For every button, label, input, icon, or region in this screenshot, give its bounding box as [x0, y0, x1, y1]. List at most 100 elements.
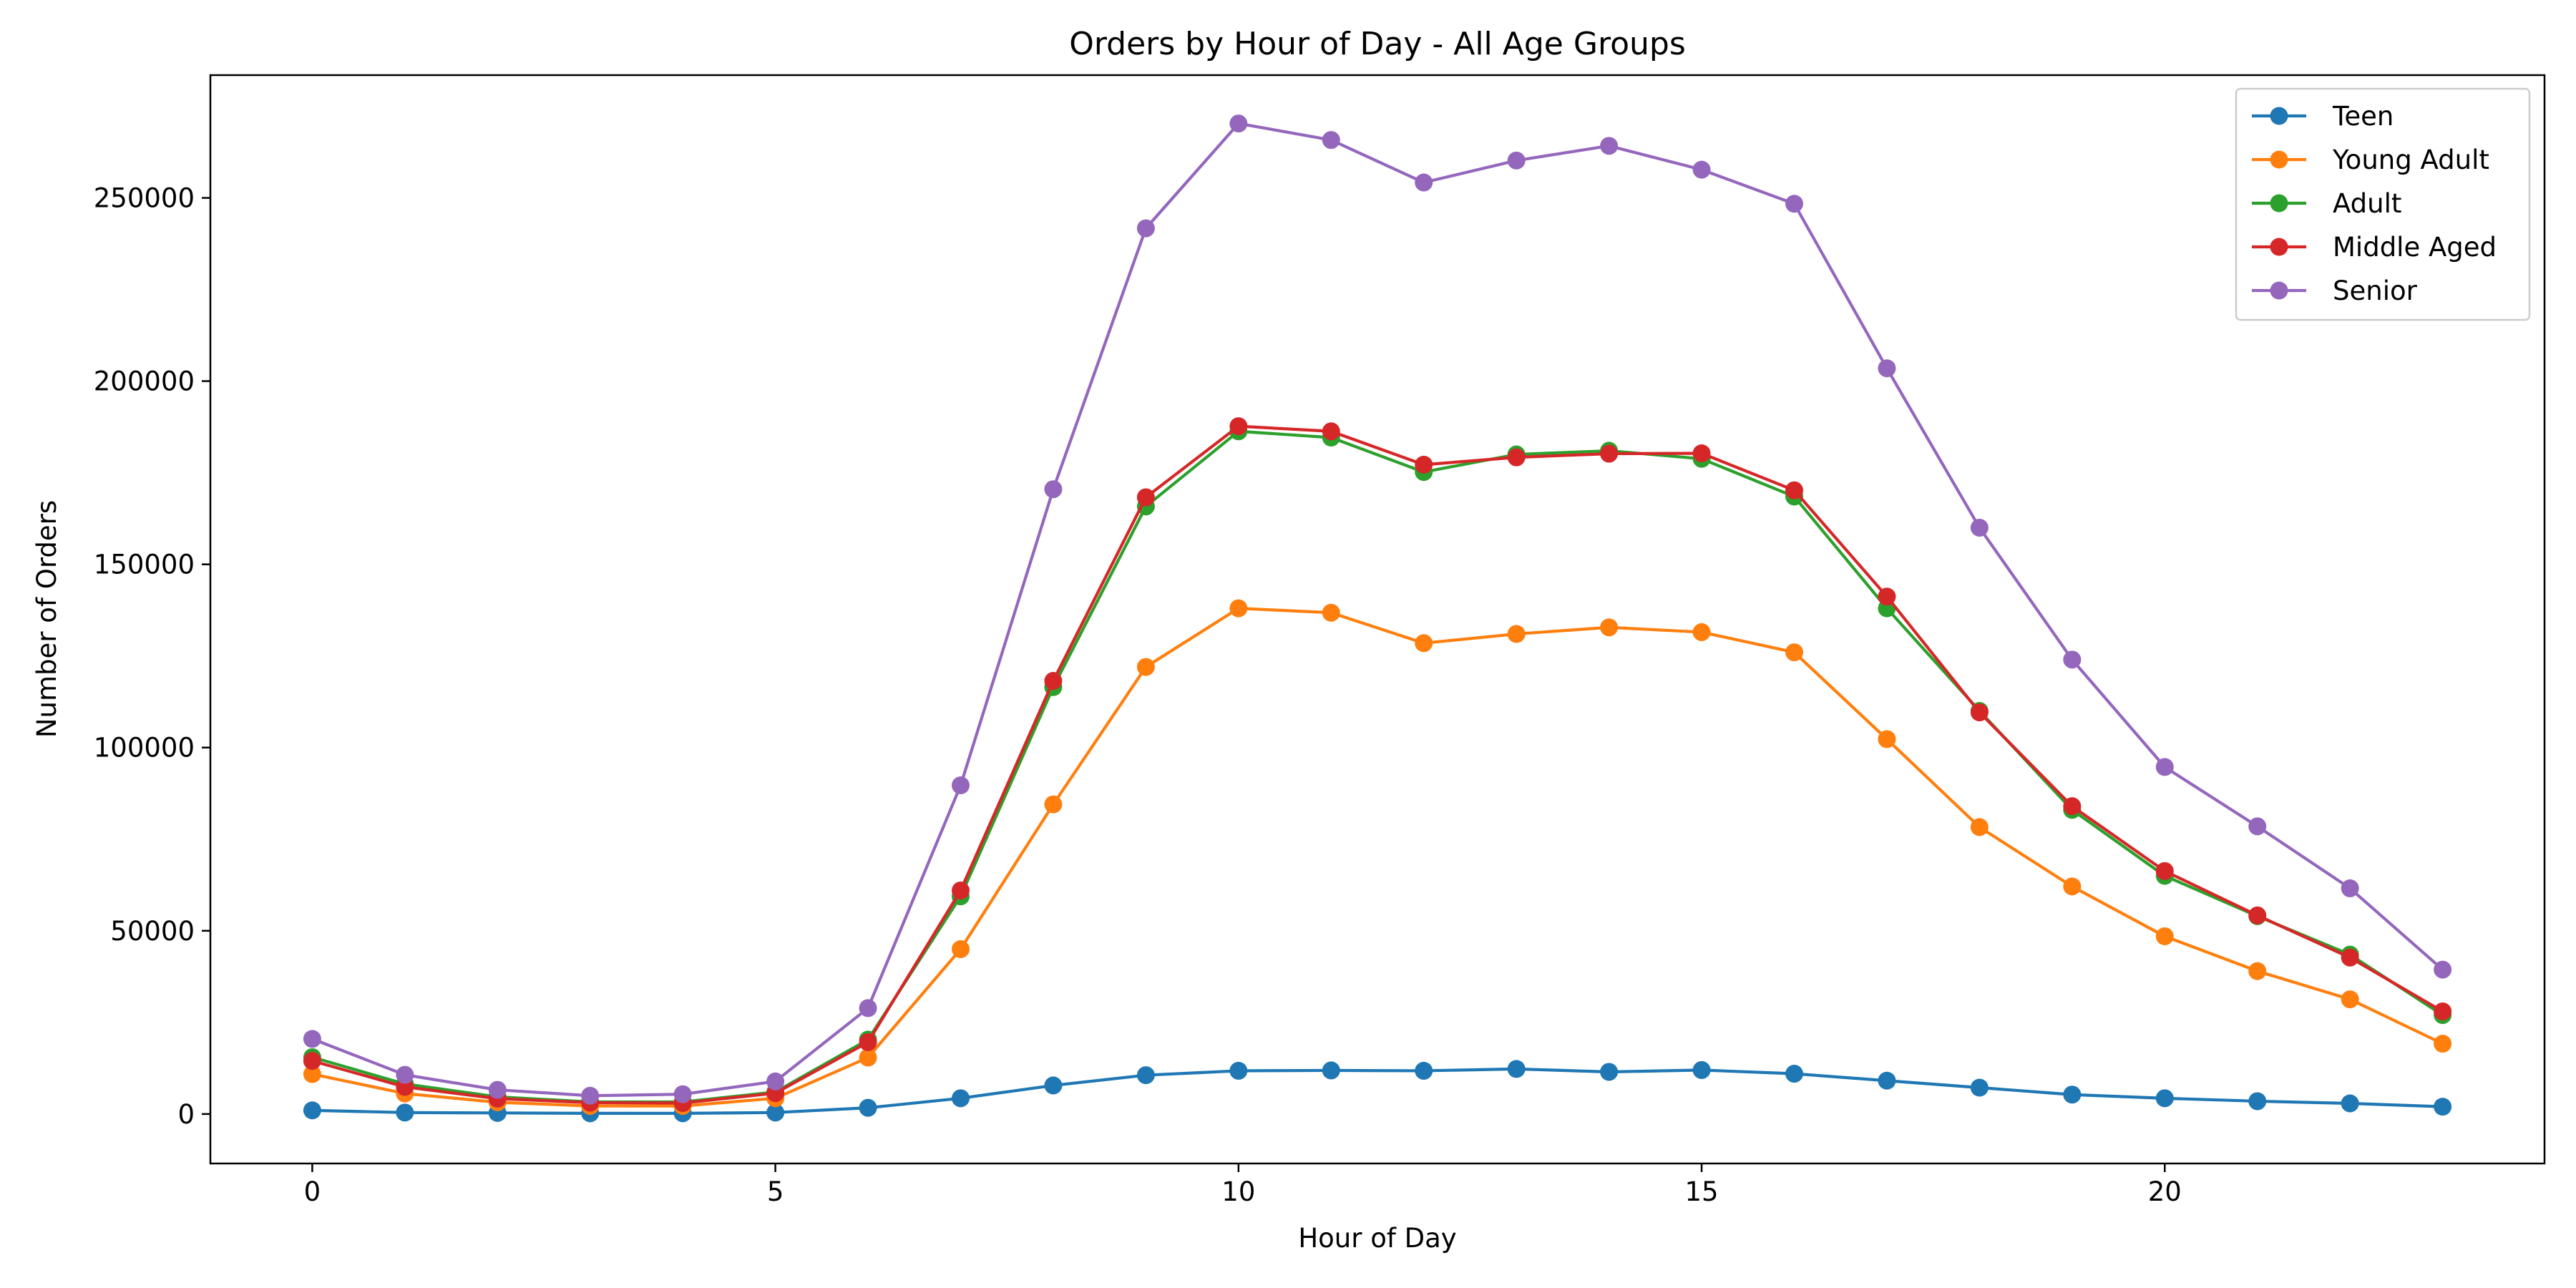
data-point	[396, 1103, 414, 1122]
legend-label: Middle Aged	[2333, 232, 2497, 263]
legend-label: Adult	[2333, 188, 2401, 219]
legend-swatch-marker	[2270, 281, 2288, 300]
data-point	[1692, 1060, 1711, 1079]
data-point	[1136, 1066, 1155, 1085]
data-point	[2434, 960, 2452, 979]
data-point	[952, 776, 970, 794]
legend-swatch-marker	[2270, 238, 2288, 256]
data-point	[1136, 658, 1155, 676]
legend-item: Young Adult	[2252, 145, 2489, 175]
data-point	[1229, 599, 1248, 618]
data-point	[303, 1101, 321, 1120]
data-point	[2248, 906, 2267, 924]
y-tick-label: 150000	[94, 550, 195, 580]
series-line	[312, 1067, 2443, 1115]
data-point	[2434, 1002, 2452, 1020]
data-point	[2155, 927, 2174, 945]
legend-item: Middle Aged	[2252, 232, 2497, 263]
data-point	[1970, 1078, 1989, 1097]
data-point	[396, 1065, 414, 1084]
data-point	[952, 881, 970, 899]
legend-swatch-marker	[2270, 194, 2288, 213]
data-point	[859, 1048, 877, 1067]
data-point	[2248, 1092, 2267, 1111]
data-point	[1044, 480, 1063, 499]
data-point	[2155, 1089, 2174, 1108]
data-point	[2434, 1035, 2452, 1053]
data-point	[2063, 797, 2082, 816]
series-teen	[303, 1060, 2452, 1123]
data-point	[488, 1080, 507, 1099]
y-tick-label: 0	[177, 1099, 195, 1130]
data-point	[303, 1030, 321, 1048]
legend-swatch-marker	[2270, 150, 2288, 169]
data-point	[1136, 219, 1155, 238]
series-young-adult	[303, 599, 2452, 1116]
data-point	[2063, 877, 2082, 896]
data-point	[1322, 1061, 1340, 1080]
data-point	[1415, 1061, 1433, 1080]
data-point	[1507, 448, 1526, 467]
y-tick-label: 250000	[94, 183, 195, 214]
data-point	[581, 1086, 600, 1105]
data-point	[2248, 962, 2267, 980]
data-point	[2155, 862, 2174, 880]
data-point	[859, 1098, 877, 1117]
data-point	[1785, 195, 1803, 213]
y-axis-label: Number of Orders	[31, 500, 62, 738]
data-point	[1600, 137, 1619, 155]
data-point	[1878, 359, 1896, 378]
data-point	[1507, 151, 1526, 170]
series-line	[311, 424, 2444, 1105]
series-line	[311, 607, 2444, 1108]
data-point	[1878, 587, 1896, 606]
data-point	[766, 1072, 785, 1091]
data-point	[1970, 703, 1989, 722]
data-point	[859, 1033, 877, 1051]
chart-title: Orders by Hour of Day - All Age Groups	[1069, 26, 1686, 62]
data-point	[1322, 603, 1340, 622]
y-tick-label: 100000	[94, 733, 195, 763]
data-point	[1044, 1076, 1063, 1095]
data-point	[303, 1065, 321, 1083]
legend-label: Teen	[2332, 101, 2394, 132]
x-tick-label: 10	[1221, 1176, 1255, 1207]
data-point	[1692, 444, 1711, 463]
data-point	[1600, 618, 1619, 637]
data-point	[952, 1089, 970, 1108]
series-line	[311, 122, 2444, 1098]
plot-frame	[209, 74, 2546, 1165]
legend-label: Young Adult	[2332, 145, 2489, 175]
legend: Teen Young Adult Adult Middle Aged Senior	[2235, 87, 2531, 321]
data-point	[1507, 625, 1526, 643]
data-point	[1044, 672, 1063, 691]
legend-item: Adult	[2252, 188, 2401, 219]
data-point	[1507, 1060, 1526, 1078]
data-point	[1600, 444, 1619, 463]
data-point	[2063, 1085, 2082, 1104]
data-point	[2248, 817, 2267, 836]
data-point	[673, 1085, 692, 1103]
data-point	[1322, 422, 1340, 441]
data-point	[1970, 518, 1989, 537]
data-point	[2341, 948, 2359, 967]
legend-item: Teen	[2252, 101, 2394, 132]
data-point	[1785, 1065, 1803, 1083]
data-point	[1229, 1061, 1248, 1080]
data-point	[303, 1052, 321, 1070]
data-point	[1322, 131, 1340, 150]
series-senior	[303, 114, 2452, 1105]
data-point	[859, 999, 877, 1018]
data-point	[1692, 160, 1711, 179]
data-point	[2341, 1094, 2359, 1113]
y-tick-label: 50000	[110, 916, 195, 947]
data-point	[1229, 417, 1248, 436]
x-tick-label: 15	[1685, 1176, 1719, 1207]
data-point	[1415, 455, 1433, 474]
data-point	[1878, 1071, 1896, 1090]
data-point	[766, 1103, 785, 1122]
data-point	[1044, 795, 1063, 814]
x-tick-label: 5	[767, 1176, 784, 1207]
